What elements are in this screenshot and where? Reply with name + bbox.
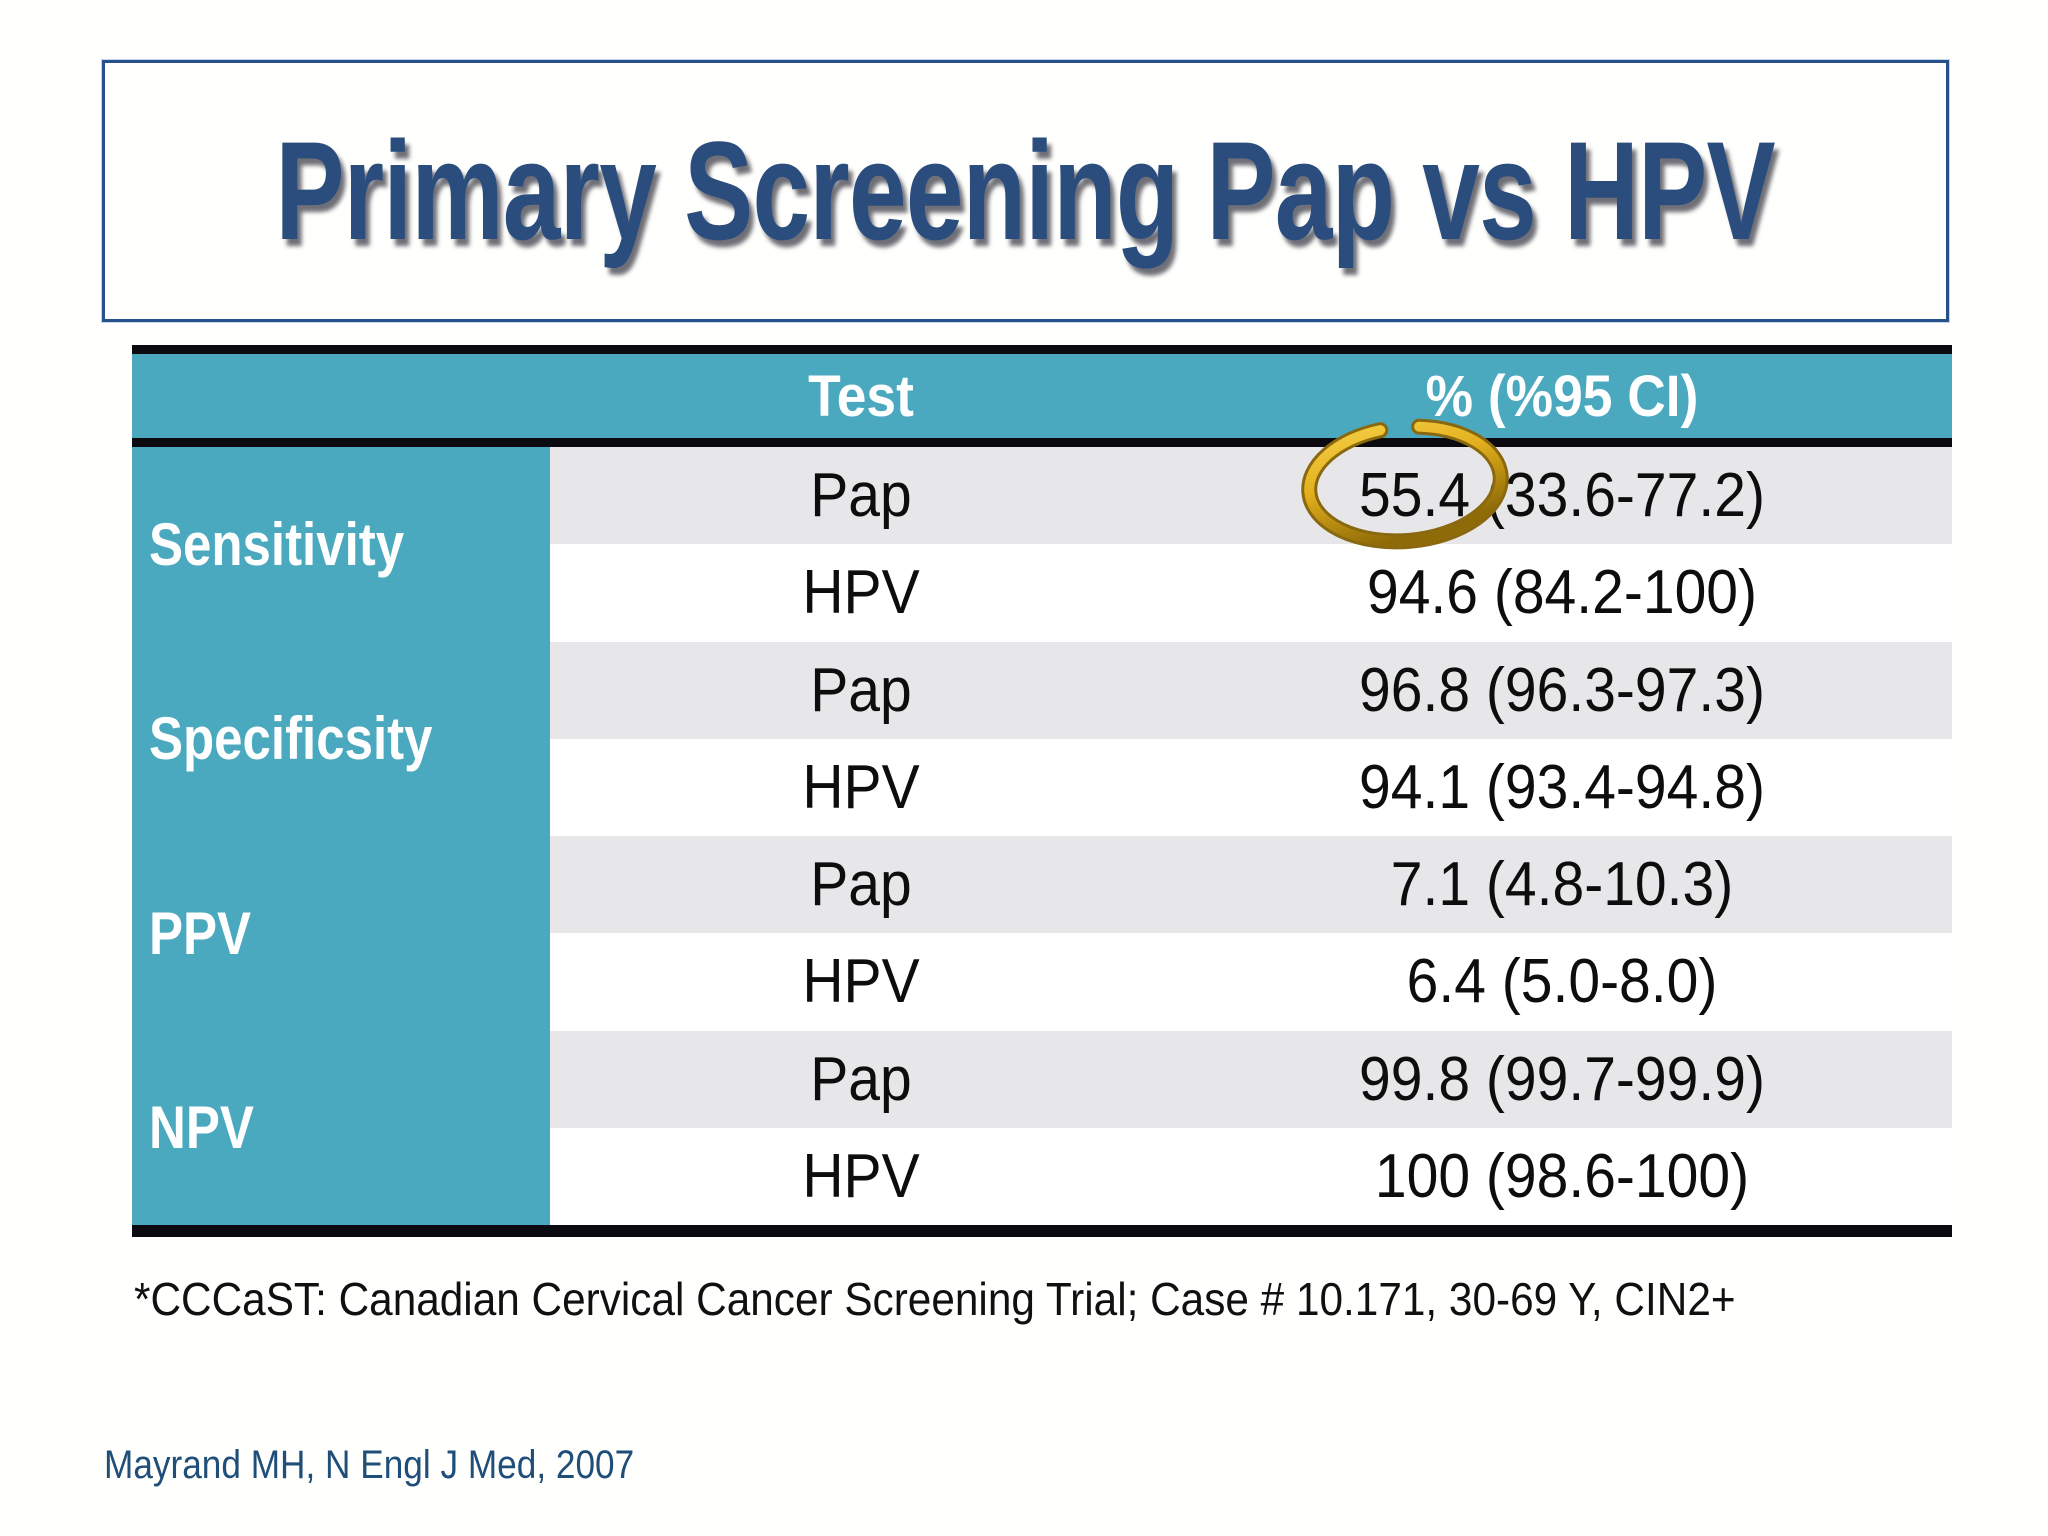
- test-cell: Pap: [810, 461, 912, 531]
- citation: Mayrand MH, N Engl J Med, 2007: [104, 1443, 635, 1487]
- test-cell: HPV: [802, 752, 920, 822]
- footnote: *CCCaST: Canadian Cervical Cancer Screen…: [134, 1273, 1736, 1325]
- table-header-divider: [132, 438, 1952, 447]
- table-top-border: [132, 345, 1952, 354]
- value-cell: 94.1 (93.4-94.8): [1359, 752, 1765, 822]
- column-header-percent-ci: % (%95 CI): [1425, 363, 1699, 429]
- value-cell: 55.4 (33.6-77.2): [1359, 461, 1765, 531]
- metric-label-sensitivity: Sensitivity: [149, 510, 405, 578]
- results-table: Test % (%95 CI) Pap 55.4 (33.6-77.2) HPV…: [132, 345, 1952, 1237]
- value-cell: 7.1 (4.8-10.3): [1390, 850, 1734, 920]
- value-cell: 100 (98.6-100): [1374, 1141, 1750, 1211]
- test-cell: HPV: [802, 1141, 920, 1211]
- page-title: Primary Screening Pap vs HPV: [275, 112, 1776, 269]
- value-cell: 96.8 (96.3-97.3): [1359, 655, 1765, 725]
- metric-label-npv: NPV: [149, 1094, 254, 1162]
- table-body: Pap 55.4 (33.6-77.2) HPV 94.6 (84.2-100)…: [132, 447, 1952, 1225]
- value-cell: 94.6 (84.2-100): [1366, 558, 1758, 628]
- value-cell: 6.4 (5.0-8.0): [1406, 947, 1718, 1017]
- value-cell: 99.8 (99.7-99.9): [1359, 1044, 1765, 1114]
- test-cell: Pap: [810, 850, 912, 920]
- table-header-row: Test % (%95 CI): [132, 354, 1952, 438]
- test-cell: HPV: [802, 558, 920, 628]
- test-cell: HPV: [802, 947, 920, 1017]
- table-bottom-border: [132, 1225, 1952, 1237]
- metric-label-specificity: Specificsity: [149, 705, 433, 773]
- title-box: Primary Screening Pap vs HPV: [102, 60, 1949, 322]
- metric-label-column: Sensitivity Specificsity PPV NPV: [132, 447, 550, 1225]
- column-header-test: Test: [808, 363, 914, 429]
- test-cell: Pap: [810, 655, 912, 725]
- metric-label-ppv: PPV: [149, 899, 252, 967]
- test-cell: Pap: [810, 1044, 912, 1114]
